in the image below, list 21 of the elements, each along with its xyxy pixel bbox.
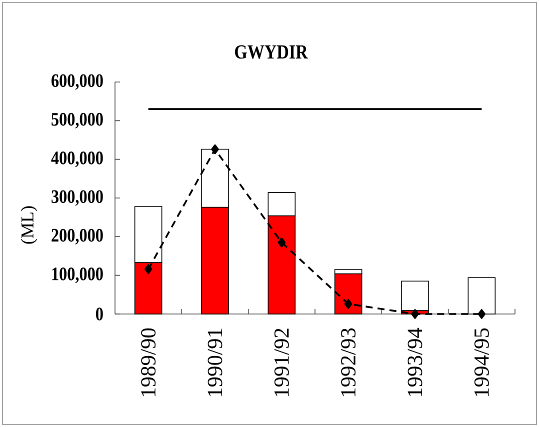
chart-title: GWYDIR xyxy=(234,45,308,59)
y-axis-title: (ML) xyxy=(20,206,38,244)
y-tick-label: 400,000 xyxy=(51,152,103,168)
point xyxy=(344,299,352,309)
point xyxy=(478,309,486,319)
point xyxy=(144,264,152,274)
x-tick-label: 1993/94 xyxy=(408,328,422,396)
y-tick-label: 0 xyxy=(96,308,103,320)
x-tick-label: 1989/90 xyxy=(141,328,156,396)
point xyxy=(278,238,286,248)
x-tick-label: 1990/91 xyxy=(208,328,222,396)
y-tick-label: 500,000 xyxy=(52,112,103,128)
point xyxy=(411,309,419,319)
y-tick-label: 300,000 xyxy=(52,190,103,206)
x-tick-label: 1994/95 xyxy=(474,328,489,396)
x-tick-label: 1992/93 xyxy=(341,328,356,396)
point xyxy=(211,144,219,154)
x-tick-label: 1991/92 xyxy=(274,328,289,396)
y-tick-label: 600,000 xyxy=(52,74,103,90)
y-tick-label: 100,000 xyxy=(52,268,103,284)
y-tick-label: 200,000 xyxy=(52,228,103,244)
